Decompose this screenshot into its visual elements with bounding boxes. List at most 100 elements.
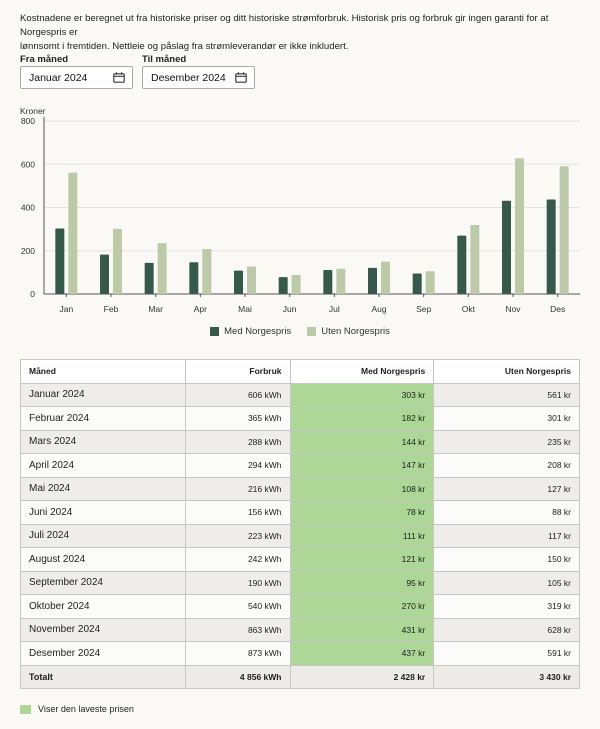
from-month-label: Fra måned	[20, 54, 69, 65]
cell-month: Mars 2024	[20, 429, 186, 454]
table-total-row: Totalt 4 856 kWh 2 428 kr 3 430 kr	[20, 664, 580, 689]
cell-consumption: 873 kWh	[184, 641, 291, 666]
cell-without-norgespris: 561 kr	[433, 382, 580, 407]
cell-with-norgespris: 95 kr	[289, 570, 435, 595]
legend-label-med: Med Norgespris	[224, 326, 292, 337]
calendar-icon[interactable]	[235, 72, 247, 83]
table-row: Mai 2024 216 kWh 108 kr 127 kr	[20, 476, 580, 501]
table-row: Juni 2024 156 kWh 78 kr 88 kr	[20, 500, 580, 525]
bar-med-norgespris	[368, 267, 377, 294]
cell-with-norgespris: 431 kr	[289, 617, 435, 642]
cell-month: Mai 2024	[20, 476, 186, 501]
cell-month: April 2024	[20, 453, 186, 478]
cell-month: Desember 2024	[20, 641, 186, 666]
intro-text: Kostnadene er beregnet ut fra historiske…	[20, 12, 580, 54]
cell-consumption: 190 kWh	[184, 570, 291, 595]
x-tick-label: Apr	[194, 304, 207, 314]
cell-without-norgespris: 301 kr	[433, 406, 580, 431]
cell-month: November 2024	[20, 617, 186, 642]
cell-with-norgespris: 121 kr	[289, 547, 435, 572]
cost-table: Måned Forbruk Med Norgespris Uten Norges…	[20, 359, 580, 689]
cell-consumption: 242 kWh	[184, 547, 291, 572]
header-consumption: Forbruk	[184, 359, 291, 384]
x-tick-label: Jan	[59, 304, 73, 314]
cell-with-norgespris: 182 kr	[289, 406, 435, 431]
table-row: Juli 2024 223 kWh 111 kr 117 kr	[20, 523, 580, 548]
y-tick-label: 200	[21, 246, 35, 256]
legend-swatch-uten	[307, 327, 317, 336]
x-tick-label: Jun	[283, 304, 297, 314]
x-tick-label: Des	[550, 304, 565, 314]
x-tick-label: Okt	[462, 304, 476, 314]
cell-with-norgespris: 270 kr	[289, 594, 435, 619]
cell-without-norgespris: 150 kr	[433, 547, 580, 572]
x-tick-label: Feb	[104, 304, 119, 314]
header-with-norgespris: Med Norgespris	[289, 359, 435, 384]
cell-without-norgespris: 127 kr	[433, 476, 580, 501]
table-row: Mars 2024 288 kWh 144 kr 235 kr	[20, 429, 580, 454]
cell-month: Oktober 2024	[20, 594, 186, 619]
cell-consumption: 540 kWh	[184, 594, 291, 619]
to-month-value: Desember 2024	[151, 72, 226, 84]
bar-med-norgespris	[546, 199, 556, 294]
legend-swatch-med	[210, 327, 220, 336]
bar-uten-norgespris	[470, 225, 480, 294]
bar-uten-norgespris	[202, 249, 212, 294]
cell-without-norgespris: 117 kr	[433, 523, 580, 548]
bar-uten-norgespris	[515, 158, 524, 294]
lowest-price-note: Viser den laveste prisen	[20, 704, 134, 714]
to-month-label: Til måned	[142, 54, 187, 65]
y-tick-label: 400	[21, 203, 35, 213]
cell-consumption: 288 kWh	[184, 429, 291, 454]
cell-consumption: 216 kWh	[184, 476, 291, 501]
header-month: Måned	[20, 359, 186, 384]
cell-month: Juli 2024	[20, 523, 186, 548]
cell-consumption: 156 kWh	[184, 500, 291, 525]
total-cell-with-norgespris: 2 428 kr	[289, 664, 435, 689]
total-cell-month: Totalt	[20, 664, 186, 689]
cell-with-norgespris: 303 kr	[289, 382, 435, 407]
cell-month: Januar 2024	[20, 382, 186, 407]
calendar-icon[interactable]	[113, 72, 125, 83]
cell-without-norgespris: 235 kr	[433, 429, 580, 454]
lowest-price-note-text: Viser den laveste prisen	[38, 704, 134, 714]
bar-uten-norgespris	[68, 172, 78, 294]
cell-month: August 2024	[20, 547, 186, 572]
y-tick-label: 800	[21, 116, 35, 126]
cell-with-norgespris: 78 kr	[289, 500, 435, 525]
table-row: September 2024 190 kWh 95 kr 105 kr	[20, 570, 580, 595]
bar-med-norgespris	[234, 270, 243, 294]
bar-med-norgespris	[412, 273, 422, 294]
bar-uten-norgespris	[113, 228, 122, 294]
from-month-input[interactable]: Januar 2024	[20, 66, 133, 89]
table-row: April 2024 294 kWh 147 kr 208 kr	[20, 453, 580, 478]
chart-legend: Med Norgespris Uten Norgespris	[0, 326, 600, 337]
table-row: November 2024 863 kWh 431 kr 628 kr	[20, 617, 580, 642]
bar-med-norgespris	[323, 269, 333, 294]
y-axis-label: Kroner	[20, 106, 46, 116]
cell-with-norgespris: 108 kr	[289, 476, 435, 501]
to-month-input[interactable]: Desember 2024	[142, 66, 255, 89]
legend-label-uten: Uten Norgespris	[321, 326, 390, 337]
legend-item-uten[interactable]: Uten Norgespris	[307, 326, 390, 337]
x-tick-label: Sep	[416, 304, 431, 314]
bar-uten-norgespris	[336, 268, 346, 294]
cell-month: Februar 2024	[20, 406, 186, 431]
bar-uten-norgespris	[247, 266, 256, 294]
total-cell-consumption: 4 856 kWh	[184, 664, 291, 689]
legend-item-med[interactable]: Med Norgespris	[210, 326, 291, 337]
cell-without-norgespris: 88 kr	[433, 500, 580, 525]
cell-month: Juni 2024	[20, 500, 186, 525]
cell-consumption: 223 kWh	[184, 523, 291, 548]
table-row: Desember 2024 873 kWh 437 kr 591 kr	[20, 641, 580, 666]
x-tick-label: Aug	[371, 304, 386, 314]
bar-uten-norgespris	[157, 243, 167, 294]
x-tick-label: Jul	[329, 304, 340, 314]
cell-without-norgespris: 105 kr	[433, 570, 580, 595]
y-tick-label: 0	[30, 289, 35, 299]
cell-with-norgespris: 147 kr	[289, 453, 435, 478]
intro-line-1: Kostnadene er beregnet ut fra historiske…	[20, 13, 549, 38]
cell-consumption: 863 kWh	[184, 617, 291, 642]
total-cell-without-norgespris: 3 430 kr	[433, 664, 580, 689]
bar-med-norgespris	[278, 277, 288, 294]
